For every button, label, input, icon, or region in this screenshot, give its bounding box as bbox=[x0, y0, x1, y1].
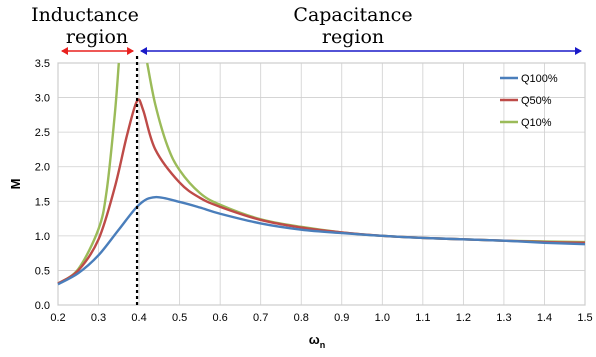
y-tick-label: 1.5 bbox=[35, 196, 50, 208]
legend: Q100% Q50% Q10% bbox=[500, 73, 558, 129]
y-tick-label: 0.5 bbox=[35, 265, 50, 277]
y-tick-label: 2.5 bbox=[35, 127, 50, 139]
region-title-capacitance-line1: Capacitance bbox=[293, 4, 412, 26]
tick-labels: 0.2 0.3 0.4 0.5 0.6 0.7 0.8 0.9 1.0 1.1 1.2 1.3 1.4 1… bbox=[35, 58, 593, 324]
region-title-inductance-line1: Inductance bbox=[31, 4, 139, 26]
series-line-q100 bbox=[57, 195, 586, 286]
x-tick-label: 0.4 bbox=[131, 312, 146, 324]
series-lines bbox=[57, 62, 586, 286]
x-tick-label: 0.5 bbox=[172, 312, 187, 324]
x-axis-label-main: ω bbox=[309, 332, 320, 347]
x-tick-label: 1.0 bbox=[375, 312, 390, 324]
gridlines bbox=[57, 62, 586, 306]
region-title-capacitance-line2: region bbox=[322, 26, 384, 48]
x-tick-label: 0.3 bbox=[91, 312, 106, 324]
x-axis-label-subscript: n bbox=[320, 340, 326, 350]
x-tick-label: 0.8 bbox=[294, 312, 309, 324]
x-axis-label: ωn bbox=[309, 332, 325, 350]
x-tick-label: 0.7 bbox=[253, 312, 268, 324]
x-tick-label: 1.1 bbox=[415, 312, 430, 324]
legend-label-q50: Q50% bbox=[521, 95, 552, 107]
y-tick-label: 0.0 bbox=[35, 300, 50, 312]
x-tick-label: 1.2 bbox=[456, 312, 471, 324]
y-tick-label: 2.0 bbox=[35, 162, 50, 174]
y-axis-label: M bbox=[8, 179, 23, 190]
legend-label-q10: Q10% bbox=[521, 117, 552, 129]
x-tick-label: 0.2 bbox=[50, 312, 65, 324]
legend-label-q100: Q100% bbox=[521, 73, 558, 85]
y-tick-label: 3.5 bbox=[35, 58, 50, 70]
x-tick-label: 1.5 bbox=[577, 312, 592, 324]
x-tick-label: 0.6 bbox=[213, 312, 228, 324]
y-tick-label: 1.0 bbox=[35, 231, 50, 243]
x-tick-label: 1.3 bbox=[496, 312, 511, 324]
region-title-inductance-line2: region bbox=[66, 26, 128, 48]
y-tick-label: 3.0 bbox=[35, 93, 50, 105]
x-tick-label: 0.9 bbox=[334, 312, 349, 324]
x-tick-label: 1.4 bbox=[537, 312, 552, 324]
